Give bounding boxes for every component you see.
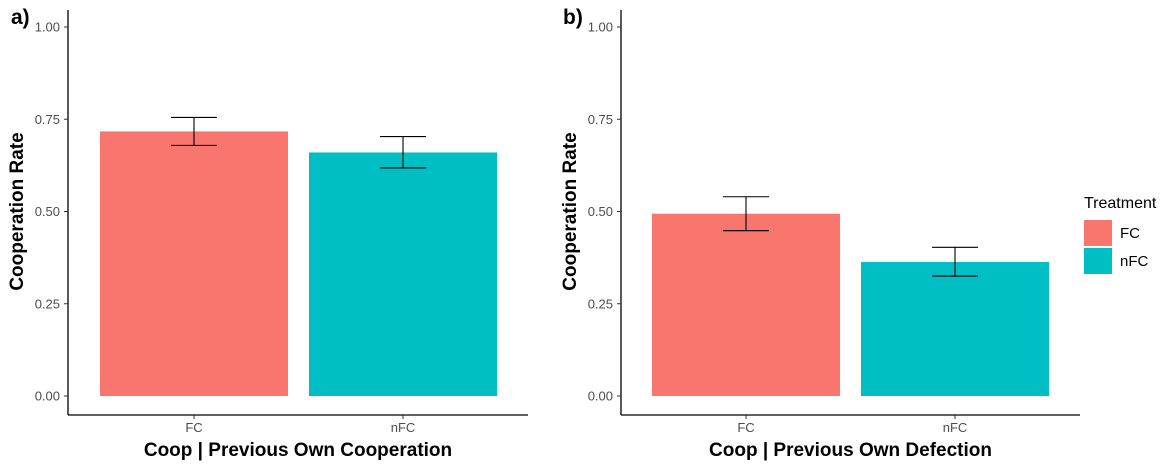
legend-label-fc: FC — [1120, 225, 1140, 242]
panel-a-errorbar-fc — [171, 116, 217, 146]
panel-b-y-title: Cooperation Rate — [560, 132, 581, 290]
panel-b-bar-nfc — [861, 262, 1049, 396]
panel-b-xtick-label: nFC — [943, 420, 968, 435]
panel-b-ytick-label: 0.75 — [588, 112, 613, 127]
panel-a-y-title: Cooperation Rate — [7, 132, 28, 290]
panel-a-bar-nfc — [309, 152, 497, 396]
panel-b-label: b) — [563, 6, 583, 29]
panel-a-xtick-label: FC — [185, 420, 202, 435]
panel-b-xtick-label: FC — [737, 420, 754, 435]
panel-a-ytick-label: 1.00 — [35, 20, 60, 35]
panel-a-x-title: Coop | Previous Own Cooperation — [144, 440, 452, 461]
panel-b-errorbar-nfc — [932, 246, 978, 277]
legend: Treatment FC nFC — [1084, 195, 1157, 274]
legend-swatch-nfc — [1084, 248, 1112, 274]
panel-a-ytick-label: 0.50 — [35, 204, 60, 219]
legend-label-nfc: nFC — [1120, 253, 1149, 270]
legend-title: Treatment — [1084, 195, 1157, 212]
panel-a-ytick-label: 0.25 — [35, 296, 60, 311]
panel-a-errorbar-nfc — [380, 136, 426, 169]
panel-a-xtick-label: nFC — [391, 420, 416, 435]
panel-a-bar-fc — [100, 131, 288, 396]
panel-a-label: a) — [11, 6, 30, 29]
panel-b-bar-fc — [652, 213, 840, 396]
panel-a-ytick-label: 0.75 — [35, 112, 60, 127]
panel-b-errorbar-fc — [723, 196, 769, 232]
panel-b-ytick-label: 1.00 — [588, 20, 613, 35]
panel-a-ytick-label: 0.00 — [35, 389, 60, 404]
panel-b-x-title: Coop | Previous Own Defection — [709, 440, 992, 461]
legend-swatch-fc — [1084, 220, 1112, 246]
panel-b-ytick-label: 0.25 — [588, 296, 613, 311]
panel-b-ytick-label: 0.00 — [588, 389, 613, 404]
panel-b: 0.00 0.25 0.50 0.75 1.00 FC nFC Coop | Previous… — [560, 6, 1080, 461]
panel-b-ytick-label: 0.50 — [588, 204, 613, 219]
panel-a: 0.00 0.25 0.50 0.75 1.00 FC nFC Coop | Previous… — [7, 6, 528, 461]
